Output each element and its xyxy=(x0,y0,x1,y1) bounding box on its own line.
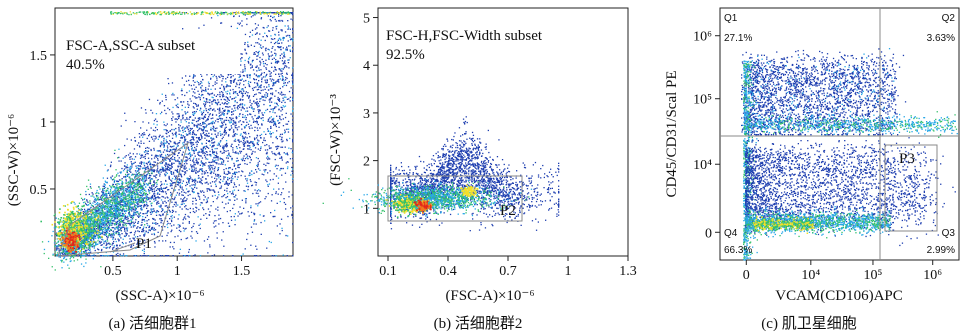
caption-c: (c) 肌卫星细胞 xyxy=(653,312,965,333)
annotation-pct-a: 40.5% xyxy=(66,57,105,73)
annotation-box-a xyxy=(62,30,240,74)
y-tick-label: 1 xyxy=(40,116,47,131)
gate-label-p2: P2 xyxy=(500,203,516,219)
y-tick-label: 3 xyxy=(363,107,370,122)
plot-b-axis-ticks: 0.1 0.4 0.7 1 1.3 1 2 3 4 5 xyxy=(363,12,637,279)
xlabel-c: VCAM(CD106)APC xyxy=(775,288,903,304)
x-tick-label: 1 xyxy=(174,264,181,279)
y-tick-label: 0 xyxy=(705,226,712,241)
annotation-box-b xyxy=(384,24,610,66)
plot-b-frame xyxy=(377,7,629,257)
panel-c: P3 Q1 27.1% Q2 3.63% Q4 66.3% Q3 2.99% 0… xyxy=(653,0,965,336)
quadrant-q3-pct: 2.99% xyxy=(927,245,955,256)
annotation-name-a: FSC-A,SSC-A subset xyxy=(66,38,196,54)
gate-label-p3: P3 xyxy=(899,151,915,167)
xlabel-a: (SSC-A)×10⁻⁶ xyxy=(115,288,204,304)
plot-c-events xyxy=(741,48,958,261)
ylabel-b: (FSC-W)×10⁻³ xyxy=(328,94,344,186)
annotation-pct-b: 92.5% xyxy=(386,47,425,63)
caption-a: (a) 活细胞群1 xyxy=(0,312,305,333)
ylabel-a: (SSC-W)×10⁻⁶ xyxy=(6,114,22,206)
plot-b: FSC-H,FSC-Width subset 92.5% P2 0.1 0.4 0.… xyxy=(322,7,637,304)
x-tick-label: 0 xyxy=(743,268,750,283)
x-tick-label: 1.5 xyxy=(233,264,251,279)
gate-p2-rect xyxy=(387,175,523,222)
plot-a-axis-ticks: 0.5 1 1.5 0.5 1 1.5 xyxy=(30,49,251,279)
y-tick-label: 1 xyxy=(363,202,370,217)
x-tick-label: 0.1 xyxy=(379,264,397,279)
quadrant-q4-pct: 66.3% xyxy=(724,245,752,256)
panel-b: FSC-H,FSC-Width subset 92.5% P2 0.1 0.4 0.… xyxy=(318,0,638,336)
y-tick-label: 5 xyxy=(363,12,370,27)
plot-b-events xyxy=(322,116,560,232)
x-tick-label: 10⁶ xyxy=(923,268,942,283)
panel-a: FSC-A,SSC-A subset 40.5% P1 0.5 1 1.5 0.5 1 1… xyxy=(0,0,305,336)
y-tick-label: 2 xyxy=(363,155,370,170)
y-tick-label: 4 xyxy=(363,59,370,74)
quadrant-q4-name: Q4 xyxy=(724,228,738,239)
annotation-name-b: FSC-H,FSC-Width subset xyxy=(386,28,543,44)
plot-c-axis-ticks: 0 10⁴ 10⁵ 10⁶ 0 10⁴ 10⁵ 10⁶ xyxy=(693,30,942,283)
x-tick-label: 0.5 xyxy=(104,264,122,279)
x-tick-label: 10⁴ xyxy=(801,268,820,283)
plot-a: FSC-A,SSC-A subset 40.5% P1 0.5 1 1.5 0.5 1 1… xyxy=(6,7,294,304)
gate-p1-polygon xyxy=(57,141,189,257)
gate-p3-rect xyxy=(884,144,938,232)
quadrant-q2-name: Q2 xyxy=(942,13,956,24)
quadrant-q1-name: Q1 xyxy=(724,13,738,24)
x-tick-label: 10⁵ xyxy=(864,268,883,283)
quadrant-q1-pct: 27.1% xyxy=(724,33,752,44)
quadrant-q2-pct: 3.63% xyxy=(927,33,955,44)
x-tick-label: 0.7 xyxy=(499,264,517,279)
quadrant-q3-name: Q3 xyxy=(942,228,956,239)
plot-a-frame xyxy=(54,7,294,257)
y-tick-label: 0.5 xyxy=(30,183,48,198)
gate-label-p1: P1 xyxy=(136,236,152,252)
y-tick-label: 1.5 xyxy=(30,49,48,64)
x-tick-label: 0.4 xyxy=(439,264,457,279)
y-tick-label: 10⁵ xyxy=(693,93,712,108)
x-tick-label: 1.3 xyxy=(619,264,637,279)
y-tick-label: 10⁶ xyxy=(693,30,712,45)
gate-p1-leader xyxy=(109,242,136,253)
plot-c-frame xyxy=(719,7,960,261)
x-tick-label: 1 xyxy=(565,264,572,279)
ylabel-c: CD45/CD31/Scal PE xyxy=(664,70,680,197)
plot-c: P3 Q1 27.1% Q2 3.63% Q4 66.3% Q3 2.99% 0… xyxy=(664,7,960,304)
y-tick-label: 10⁴ xyxy=(693,158,712,173)
caption-b: (b) 活细胞群2 xyxy=(318,312,638,333)
xlabel-b: (FSC-A)×10⁻⁶ xyxy=(445,288,534,304)
